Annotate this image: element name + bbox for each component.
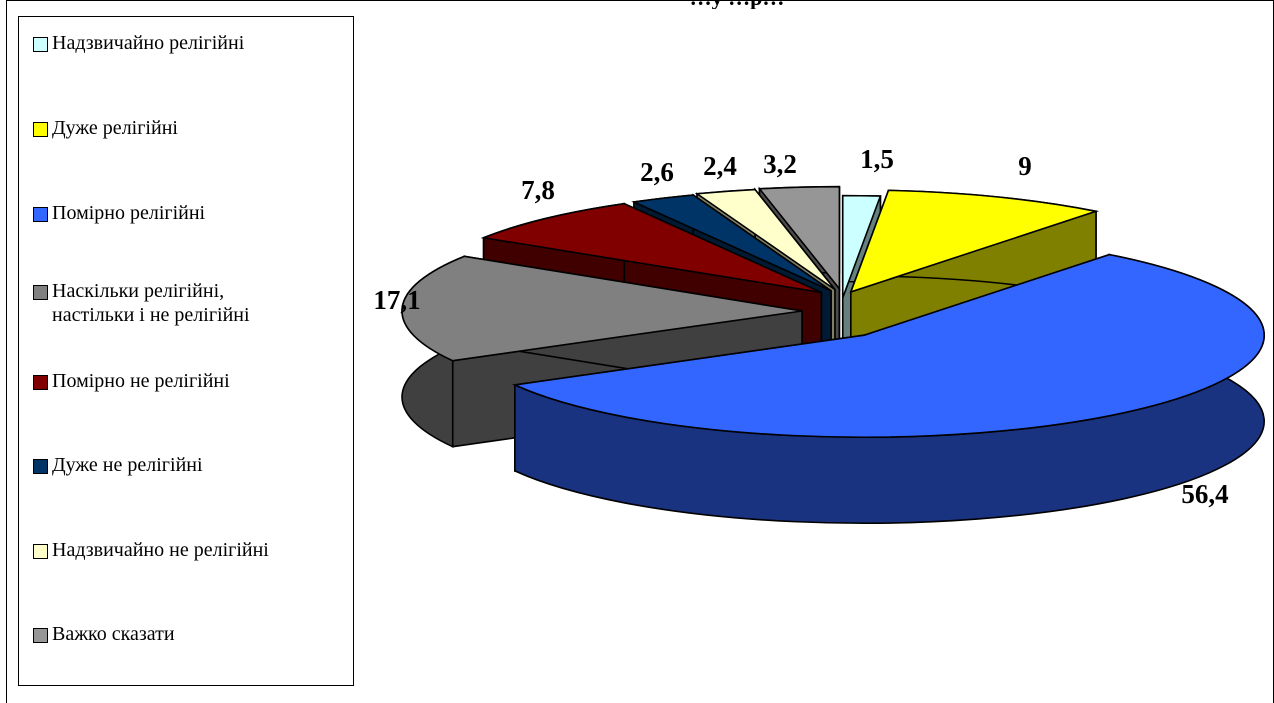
legend-item: Дуже не релігійні bbox=[33, 453, 203, 477]
legend-item: Помірно не релігійні bbox=[33, 369, 230, 393]
legend-label: Наскільки релігійні, настільки і не реліг… bbox=[52, 280, 250, 326]
legend-item: Помірно релігійні bbox=[33, 201, 205, 225]
legend-item: Надзвичайно не релігійні bbox=[33, 538, 269, 562]
legend-swatch bbox=[33, 628, 48, 643]
slice-value-label: 7,8 bbox=[521, 175, 555, 205]
legend-item: Надзвичайно релігійні bbox=[33, 31, 244, 55]
chart-title: …у …р… bbox=[387, 0, 1087, 9]
legend-label: Помірно не релігійні bbox=[52, 370, 230, 392]
legend-label: Дуже релігійні bbox=[52, 117, 178, 139]
legend-swatch bbox=[33, 375, 48, 390]
slice-value-label: 17,1 bbox=[373, 285, 420, 315]
legend-item: Наскільки релігійні, настільки і не реліг… bbox=[33, 279, 250, 327]
legend-swatch bbox=[33, 285, 48, 300]
slice-value-label: 2,6 bbox=[640, 157, 674, 187]
legend-label: Важко сказати bbox=[52, 623, 175, 645]
legend-item: Дуже релігійні bbox=[33, 116, 178, 140]
slice-value-label: 56,4 bbox=[1181, 479, 1228, 509]
slice-value-label: 9 bbox=[1018, 151, 1032, 181]
legend-swatch bbox=[33, 544, 48, 559]
slice-value-label: 2,4 bbox=[703, 151, 737, 181]
legend-label: Надзвичайно релігійні bbox=[52, 32, 245, 54]
legend: Надзвичайно релігійні Дуже релігійні Помір… bbox=[18, 16, 354, 686]
legend-swatch bbox=[33, 37, 48, 52]
slice-value-label: 1,5 bbox=[860, 144, 894, 174]
legend-swatch bbox=[33, 459, 48, 474]
legend-item: Важко сказати bbox=[33, 622, 175, 646]
legend-label: Дуже не релігійні bbox=[52, 454, 203, 476]
legend-swatch bbox=[33, 207, 48, 222]
legend-label: Помірно релігійні bbox=[52, 202, 206, 224]
legend-swatch bbox=[33, 122, 48, 137]
slice-value-label: 3,2 bbox=[763, 149, 797, 179]
pie-slice bbox=[512, 253, 1265, 524]
legend-label: Надзвичайно не релігійні bbox=[52, 539, 269, 561]
